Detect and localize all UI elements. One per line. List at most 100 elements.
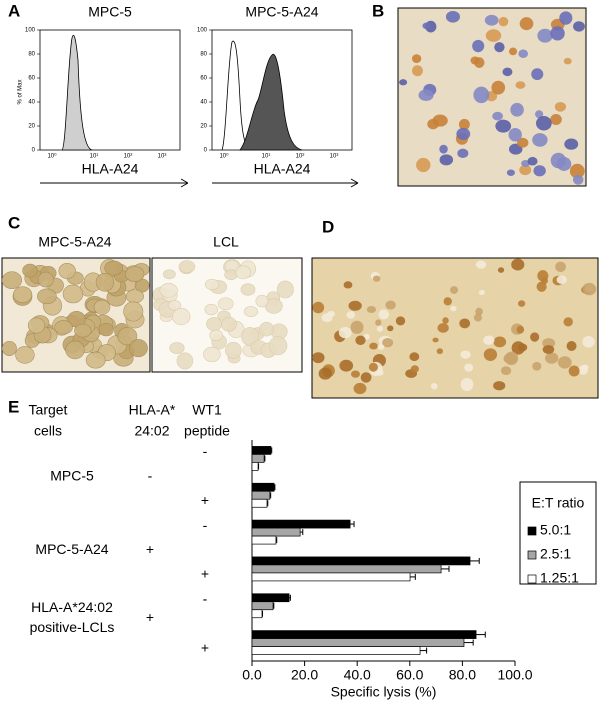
table-header: WT1	[192, 402, 222, 418]
cell	[95, 272, 115, 292]
bar	[251, 638, 465, 647]
x-tick-label: 20.0	[291, 667, 318, 683]
bar	[251, 482, 275, 492]
error-bar	[261, 610, 264, 617]
legend-swatch	[527, 574, 537, 584]
legend-label: 2.5:1	[540, 546, 571, 562]
cell	[511, 258, 525, 271]
cell	[566, 341, 577, 352]
cell	[506, 169, 515, 177]
bar	[251, 446, 272, 455]
y-tick-label: 0	[204, 148, 208, 154]
cell	[412, 65, 423, 77]
cell	[125, 289, 144, 304]
cell	[550, 113, 562, 125]
flow-title: MPC-5	[88, 4, 132, 20]
cell	[450, 305, 457, 312]
legend-label: 1.25:1	[540, 570, 579, 586]
cell	[498, 16, 509, 27]
error-bar	[300, 529, 304, 536]
cell	[37, 288, 57, 305]
cell	[519, 17, 534, 31]
cell	[346, 311, 356, 319]
cell	[240, 283, 256, 296]
bar	[251, 564, 442, 574]
cell	[178, 260, 196, 274]
cell	[312, 301, 325, 314]
cell	[375, 319, 382, 326]
cell	[537, 270, 549, 282]
bar	[251, 646, 421, 655]
cell	[556, 275, 567, 284]
cell	[491, 80, 506, 95]
cell	[556, 157, 572, 171]
cell	[504, 351, 519, 366]
cell	[350, 370, 360, 378]
cell	[536, 281, 547, 292]
cell	[533, 165, 546, 177]
table-header: Target	[29, 402, 68, 418]
cell	[410, 365, 419, 373]
table-header: HLA-A*	[129, 402, 176, 418]
x-tick-label: 40.0	[344, 667, 371, 683]
cell	[366, 306, 377, 314]
cell	[418, 89, 434, 101]
cell	[203, 346, 221, 363]
cell	[13, 286, 33, 304]
cell	[217, 297, 234, 311]
error-bar	[270, 447, 273, 454]
cell	[493, 381, 506, 391]
panel-label: A	[8, 1, 20, 20]
cell	[495, 119, 512, 133]
bar	[251, 519, 351, 529]
row-label: positive-LCLs	[30, 619, 115, 635]
error-bar	[273, 602, 275, 609]
error-bar	[420, 647, 428, 654]
cell	[542, 338, 556, 349]
arrow-head	[180, 178, 189, 188]
cell	[483, 348, 498, 361]
y-tick-label: 100	[197, 28, 208, 34]
micrograph-title: MPC-5-A24	[38, 234, 111, 250]
x-tick-label: 60.0	[396, 667, 423, 683]
cell	[339, 359, 354, 372]
cell	[470, 56, 480, 65]
y-tick-label: 40	[28, 100, 35, 106]
cell	[65, 340, 85, 360]
cell	[510, 102, 524, 117]
cell	[568, 365, 580, 377]
error-bar	[476, 631, 486, 638]
cell	[527, 156, 538, 166]
cell	[377, 344, 385, 350]
x-tick-label: 10¹	[90, 154, 99, 160]
cell	[450, 286, 459, 294]
cell	[497, 267, 505, 273]
error-bar	[470, 557, 480, 564]
panel-label: D	[322, 217, 334, 236]
cell	[542, 345, 555, 354]
cell	[473, 86, 490, 104]
bar	[251, 593, 290, 603]
y-tick-label: 80	[200, 52, 207, 58]
bar	[251, 462, 259, 471]
y-tick-label: 40	[200, 100, 207, 106]
cell	[353, 382, 367, 395]
x-axis-label: Specific lysis (%)	[331, 684, 437, 700]
legend-swatch	[527, 550, 537, 560]
cell	[15, 346, 35, 364]
arrow-head	[350, 178, 359, 188]
bar	[251, 556, 471, 566]
legend: E:T ratio 5.0:1 2.5:1 1.25:1	[519, 481, 597, 586]
cell	[554, 101, 567, 112]
cell	[517, 300, 526, 307]
cell	[472, 39, 485, 53]
cell	[368, 362, 378, 372]
flow-histogram	[239, 53, 303, 151]
micrograph-title: LCL	[213, 234, 239, 250]
cell	[416, 157, 431, 173]
cell	[128, 339, 148, 358]
cell	[492, 111, 503, 121]
cell	[387, 325, 394, 332]
bar	[251, 601, 274, 611]
